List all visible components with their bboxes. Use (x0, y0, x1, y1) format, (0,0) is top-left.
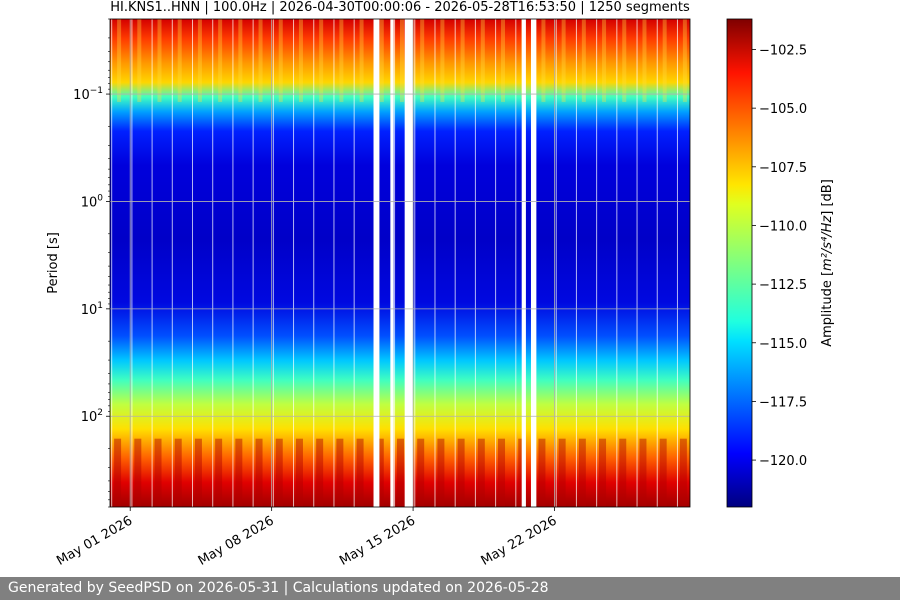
colorbar-label-suffix: ] [dB] (820, 179, 835, 216)
data-gap (373, 19, 380, 507)
day-streak-upper (581, 19, 586, 102)
day-streak-upper (319, 19, 324, 102)
y-axis: 10−1 100 101 102 (73, 18, 110, 508)
day-streak-lower (538, 438, 546, 507)
y-tick-label: 102 (81, 408, 103, 425)
day-streak-lower (679, 438, 687, 507)
colorbar-label-units: m²/s⁴/Hz (820, 215, 835, 271)
colorbar-tick-label: −112.5 (759, 278, 807, 293)
y-tick-label: 101 (81, 301, 103, 318)
day-streak-upper (541, 19, 546, 102)
colorbar-tick-label: −102.5 (759, 44, 807, 59)
day-streak-lower (316, 438, 324, 507)
colorbar-tick-label: −107.5 (759, 161, 807, 176)
data-gap (530, 19, 537, 507)
day-streak-lower (477, 438, 485, 507)
day-streak-lower (215, 438, 223, 507)
colorbar-label: Amplitude [m²/s⁴/Hz] [dB] (820, 179, 835, 347)
day-streak-upper (682, 19, 687, 102)
day-streak-lower (336, 438, 344, 507)
spectrogram-background (110, 19, 690, 507)
day-streak-upper (501, 19, 506, 102)
day-streak-upper (622, 19, 627, 102)
day-streak-upper (197, 19, 202, 102)
day-streak-lower (295, 438, 303, 507)
day-streak-upper (238, 19, 243, 102)
day-streak-lower (558, 438, 566, 507)
spectrogram-chart: HI.KNS1..HNN | 100.0Hz | 2026-04-30T00:0… (46, 0, 835, 569)
day-streak-upper (298, 19, 303, 102)
y-tick-label: 10−1 (73, 86, 103, 103)
colorbar-label-prefix: Amplitude [ (820, 271, 835, 347)
colorbar-ticks: −102.5 −105.0 −107.5 −110.0 −112.5 −115.0 −117… (752, 44, 807, 469)
day-streak-lower (275, 438, 283, 507)
colorbar (726, 18, 753, 508)
day-streak-upper (157, 19, 162, 102)
x-axis: May 01 2026 May 08 2026 May 15 2026 May 22 … (54, 507, 560, 569)
chart-title: HI.KNS1..HNN | 100.0Hz | 2026-04-30T00:0… (110, 0, 690, 15)
x-tick-label: May 08 2026 (196, 513, 277, 568)
footer-text: Generated by SeedPSD on 2026-05-31 | Cal… (8, 580, 549, 596)
day-streak-upper (218, 19, 223, 102)
plot-frame (109, 18, 691, 508)
day-streak-lower (437, 438, 445, 507)
day-streak-upper (379, 19, 384, 102)
day-streak-upper (602, 19, 607, 102)
day-streak-upper (460, 19, 465, 102)
day-streak-lower (659, 438, 667, 507)
day-streak-upper (339, 19, 344, 102)
day-streak-upper (561, 19, 566, 102)
y-axis-label: Period [s] (46, 232, 61, 294)
x-tick-label: May 15 2026 (337, 513, 418, 568)
day-streak-upper (278, 19, 283, 102)
x-tick-label: May 01 2026 (54, 513, 135, 568)
day-streak-lower (194, 438, 202, 507)
day-streak-lower (134, 438, 142, 507)
day-streak-lower (599, 438, 607, 507)
x-tick-label: May 22 2026 (479, 513, 560, 568)
y-tick-label: 100 (81, 193, 104, 210)
day-streak-lower (619, 438, 627, 507)
spectrogram-plot-area (110, 19, 690, 507)
day-streak-lower (498, 438, 506, 507)
day-streak-upper (440, 19, 445, 102)
day-streak-upper (359, 19, 364, 102)
colorbar-tick-label: −115.0 (759, 337, 807, 352)
day-streak-lower (255, 438, 263, 507)
day-streak-lower (154, 438, 162, 507)
data-gap (390, 19, 394, 507)
day-streak-lower (114, 438, 122, 507)
day-streak-lower (174, 438, 182, 507)
day-streak-upper (642, 19, 647, 102)
day-streak-upper (420, 19, 425, 102)
day-streak-lower (417, 438, 425, 507)
colorbar-tick-label: −117.5 (759, 395, 807, 410)
colorbar-tick-label: −105.0 (759, 102, 807, 117)
day-streak-upper (177, 19, 182, 102)
day-streak-lower (457, 438, 465, 507)
day-streak-lower (396, 438, 404, 507)
day-streak-upper (480, 19, 485, 102)
day-streak-lower (356, 438, 364, 507)
day-streak-lower (376, 438, 384, 507)
colorbar-tick-label: −120.0 (759, 454, 807, 469)
footer-bar: Generated by SeedPSD on 2026-05-31 | Cal… (0, 577, 900, 600)
day-streak-lower (639, 438, 647, 507)
day-streak-upper (137, 19, 142, 102)
data-gap (404, 19, 414, 507)
day-streak-upper (117, 19, 122, 102)
data-gap (521, 19, 526, 507)
day-streak-lower (578, 438, 586, 507)
day-streak-upper (258, 19, 263, 102)
data-gaps (373, 19, 537, 507)
colorbar-tick-label: −110.0 (759, 219, 807, 234)
day-streak-lower (235, 438, 243, 507)
day-streak-upper (399, 19, 404, 102)
day-streak-upper (662, 19, 667, 102)
grid (110, 19, 690, 507)
